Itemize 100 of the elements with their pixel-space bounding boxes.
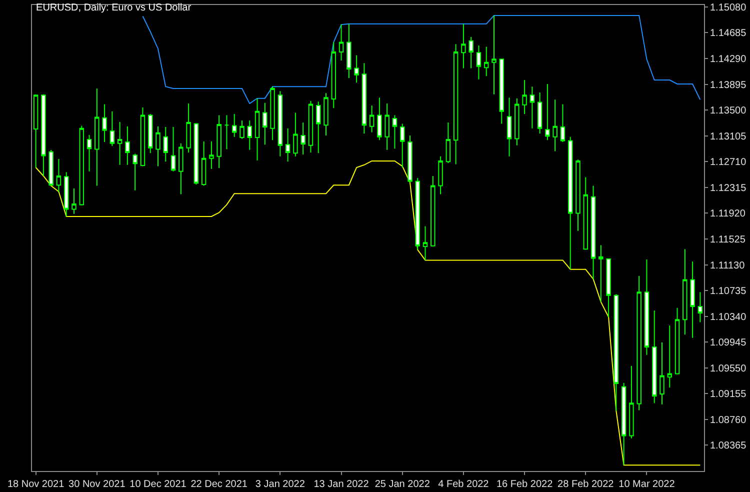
candlestick <box>476 44 482 80</box>
candlestick <box>674 307 680 375</box>
candlestick <box>209 140 214 170</box>
candlestick <box>48 149 54 186</box>
candlestick <box>461 23 466 69</box>
chart-title: EURUSD, Daily: Euro vs US Dollar <box>36 2 192 14</box>
y-tick-label: 1.13500 <box>710 106 747 117</box>
y-tick-label: 1.10340 <box>710 312 747 323</box>
candlestick <box>590 185 596 280</box>
candlestick <box>484 46 489 77</box>
candlestick <box>362 62 367 134</box>
candlestick <box>110 110 115 146</box>
candlestick <box>178 142 184 195</box>
candlestick <box>369 105 374 133</box>
y-tick-label: 1.13105 <box>710 131 747 142</box>
candlestick <box>270 86 275 141</box>
candlestick <box>453 44 458 165</box>
candlestick <box>331 42 336 109</box>
candlestick <box>86 134 92 172</box>
candlestick <box>324 92 328 136</box>
candlestick <box>33 94 38 168</box>
y-tick-label: 1.15080 <box>710 2 747 14</box>
candlestick <box>430 176 436 247</box>
y-tick-label: 1.11525 <box>710 234 746 246</box>
candlestick <box>698 292 703 323</box>
candlestick <box>94 88 100 186</box>
candlestick <box>499 58 504 124</box>
y-tick-label: 1.09155 <box>710 389 747 400</box>
candlestick <box>422 226 428 261</box>
candlestick <box>232 113 237 138</box>
candlestick <box>583 176 588 250</box>
candlestick <box>240 120 244 140</box>
y-tick-label: 1.12710 <box>710 157 747 168</box>
candlestick <box>201 140 206 186</box>
candlestick <box>560 104 566 143</box>
y-tick-label: 1.13895 <box>710 80 747 91</box>
candlestick <box>125 126 130 166</box>
candlestick <box>690 261 695 338</box>
x-tick-label: 25 Jan 2022 <box>374 479 430 490</box>
candlestick <box>606 258 611 318</box>
candlestick <box>216 114 222 169</box>
x-tick-label: 3 Jan 2022 <box>255 479 306 490</box>
x-tick-label: 16 Feb 2022 <box>496 479 554 490</box>
x-tick-label: 4 Feb 2022 <box>438 479 490 490</box>
candlestick <box>41 94 46 176</box>
y-tick-label: 1.08365 <box>710 440 747 452</box>
candlestick <box>300 122 306 155</box>
candlestick <box>148 113 153 154</box>
candlestick <box>492 14 496 95</box>
candlestick <box>514 98 520 146</box>
candlestick <box>278 90 283 157</box>
y-tick-label: 1.14685 <box>710 28 747 40</box>
candlestick <box>545 83 550 141</box>
candlestick <box>72 188 76 214</box>
candlestick <box>530 86 535 129</box>
candlestick <box>170 126 176 172</box>
candlestick <box>537 92 542 134</box>
candlestick <box>652 310 657 404</box>
candlestick <box>247 120 252 150</box>
candlestick <box>644 259 650 356</box>
x-tick-label: 10 Dec 2021 <box>130 479 187 490</box>
candlestick <box>667 324 672 388</box>
y-tick-label: 1.12315 <box>710 182 747 194</box>
line-series <box>142 14 701 104</box>
candlestick <box>64 172 69 217</box>
candlestick <box>194 122 199 185</box>
candlestick <box>660 342 664 405</box>
candlestick <box>384 103 390 150</box>
candlestick <box>400 123 405 168</box>
candlestick <box>56 158 62 192</box>
candlestick <box>156 126 160 167</box>
candlestick <box>262 102 268 146</box>
y-tick-label: 1.11130 <box>710 260 746 272</box>
line-series <box>35 160 701 466</box>
candlestick <box>117 121 122 166</box>
candlestick <box>552 99 558 152</box>
candlestick <box>392 114 398 150</box>
candlestick <box>346 23 352 79</box>
candlestick <box>408 135 412 184</box>
candlestick <box>415 177 420 250</box>
x-tick-label: 18 Nov 2021 <box>7 479 65 490</box>
candlestick <box>614 294 619 412</box>
x-tick-label: 13 Jan 2022 <box>314 479 370 490</box>
candlestick <box>316 101 321 154</box>
candlestick <box>224 114 230 150</box>
candlestick <box>285 128 290 162</box>
y-tick-label: 1.14290 <box>710 54 747 66</box>
candlestick <box>254 98 260 161</box>
candlestick <box>308 100 314 153</box>
candlestick <box>621 382 626 466</box>
candlestick <box>438 156 443 195</box>
x-tick-label: 22 Dec 2021 <box>190 479 248 490</box>
candlestick <box>354 54 359 84</box>
y-tick-label: 1.09945 <box>710 338 747 349</box>
candlestick <box>293 112 298 157</box>
candlestick <box>636 275 642 411</box>
y-tick-label: 1.10735 <box>710 286 747 298</box>
candlestick <box>576 159 580 232</box>
x-tick-label: 30 Nov 2021 <box>68 479 126 490</box>
candlestick <box>338 24 344 61</box>
